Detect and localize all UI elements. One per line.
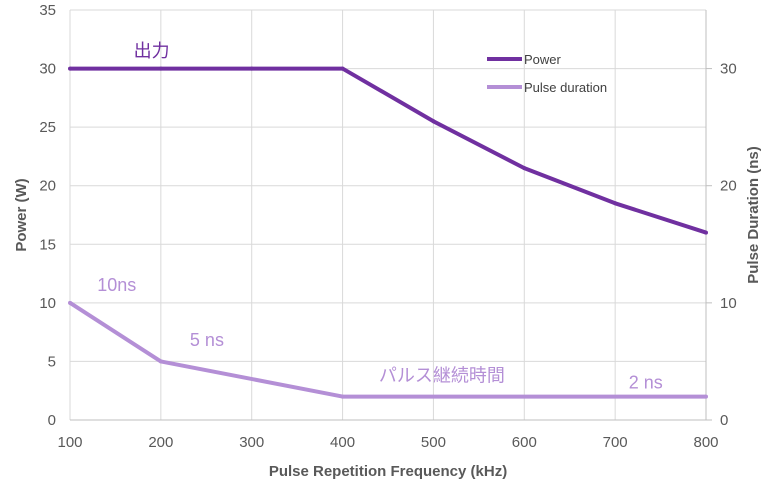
x-tick-label: 600 xyxy=(512,434,537,451)
data-point xyxy=(522,166,527,171)
gridlines xyxy=(69,9,707,421)
y-tick-label: 15 xyxy=(39,236,56,253)
data-point xyxy=(340,394,345,399)
data-point xyxy=(704,230,708,235)
annotation-label: 出力 xyxy=(134,41,170,61)
y-tick-label: 30 xyxy=(39,61,56,78)
annotation-label: パルス継続時間 xyxy=(379,365,505,385)
data-point xyxy=(704,394,708,399)
legend-entry: Power xyxy=(524,52,562,67)
annotation-label: 10ns xyxy=(97,275,136,295)
annotation-label: 5 ns xyxy=(190,330,224,350)
y2-tick-label: 10 xyxy=(720,295,737,312)
data-point xyxy=(68,66,72,71)
x-tick-label: 100 xyxy=(57,434,82,451)
data-point xyxy=(68,300,72,305)
y2-tick-label: 30 xyxy=(720,61,737,78)
data-point xyxy=(158,359,163,364)
series-lines xyxy=(68,66,708,399)
x-tick-label: 200 xyxy=(148,434,173,451)
annotation-label: 2 ns xyxy=(629,372,663,392)
x-tick-label: 800 xyxy=(693,434,718,451)
annotations: 出力 10ns 5 ns パルス継続時間 2 ns xyxy=(97,41,663,393)
data-point xyxy=(431,119,436,124)
x-tick-label: 400 xyxy=(330,434,355,451)
data-point xyxy=(249,66,254,71)
x-tick-label: 300 xyxy=(239,434,264,451)
data-point xyxy=(340,66,345,71)
y-tick-label: 10 xyxy=(39,295,56,312)
y2-axis-title: Pulse Duration (ns) xyxy=(745,146,762,284)
legend: Power Pulse duration xyxy=(487,52,607,95)
series-line-pulse-duration xyxy=(68,301,706,399)
legend-entry: Pulse duration xyxy=(524,80,607,95)
x-axis-title: Pulse Repetition Frequency (kHz) xyxy=(269,463,507,480)
y2-tick-label: 20 xyxy=(720,178,737,195)
y-tick-label: 35 xyxy=(39,2,56,19)
data-point xyxy=(158,66,163,71)
y-axis-title: Power (W) xyxy=(13,178,30,251)
y-tick-label: 0 xyxy=(48,412,56,429)
series-line-power xyxy=(70,66,707,235)
y-tick-label: 25 xyxy=(39,119,56,136)
y-tick-label: 20 xyxy=(39,178,56,195)
x-tick-label: 700 xyxy=(603,434,628,451)
y2-tick-label: 0 xyxy=(720,412,728,429)
x-tick-label: 500 xyxy=(421,434,446,451)
data-point xyxy=(613,201,618,206)
y-tick-label: 5 xyxy=(48,353,56,370)
